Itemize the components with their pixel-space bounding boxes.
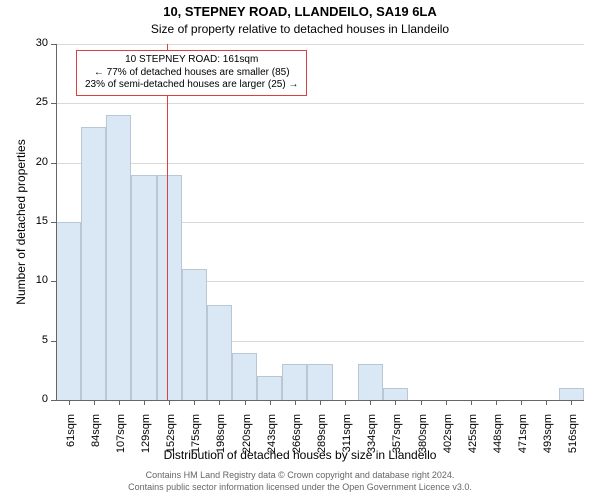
bar [559,388,584,400]
bar [106,115,131,400]
y-tick-label: 0 [22,393,48,405]
chart-container: 10, STEPNEY ROAD, LLANDEILO, SA19 6LA Si… [0,0,600,500]
gridline [56,44,584,45]
reference-line [167,44,168,400]
bar [307,364,332,400]
bar [182,269,207,400]
callout-box: 10 STEPNEY ROAD: 161sqm← 77% of detached… [76,50,307,96]
gridline [56,103,584,104]
y-tick-label: 5 [22,334,48,346]
bar [257,376,282,400]
bar [383,388,408,400]
bar [81,127,106,400]
bar [157,175,182,400]
chart-subtitle: Size of property relative to detached ho… [0,22,600,36]
bar [282,364,307,400]
bar [207,305,232,400]
x-axis-label: Distribution of detached houses by size … [0,448,600,462]
y-tick-label: 30 [22,37,48,49]
y-tick-label: 20 [22,156,48,168]
footer-line-2: Contains public sector information licen… [0,482,600,494]
footer-line-1: Contains HM Land Registry data © Crown c… [0,470,600,482]
y-tick-label: 25 [22,96,48,108]
y-axis-line [56,44,57,400]
gridline [56,163,584,164]
callout-line: 10 STEPNEY ROAD: 161sqm [85,54,298,67]
bar [131,175,156,400]
bar [358,364,383,400]
plot-area: 05101520253061sqm84sqm107sqm129sqm152sqm… [56,44,584,400]
callout-line: 23% of semi-detached houses are larger (… [85,79,298,92]
bar [232,353,257,400]
chart-title: 10, STEPNEY ROAD, LLANDEILO, SA19 6LA [0,4,600,19]
bar [56,222,81,400]
y-tick-label: 15 [22,215,48,227]
footer-attribution: Contains HM Land Registry data © Crown c… [0,470,600,493]
callout-line: ← 77% of detached houses are smaller (85… [85,67,298,80]
y-tick-label: 10 [22,274,48,286]
x-axis-line [56,400,584,401]
